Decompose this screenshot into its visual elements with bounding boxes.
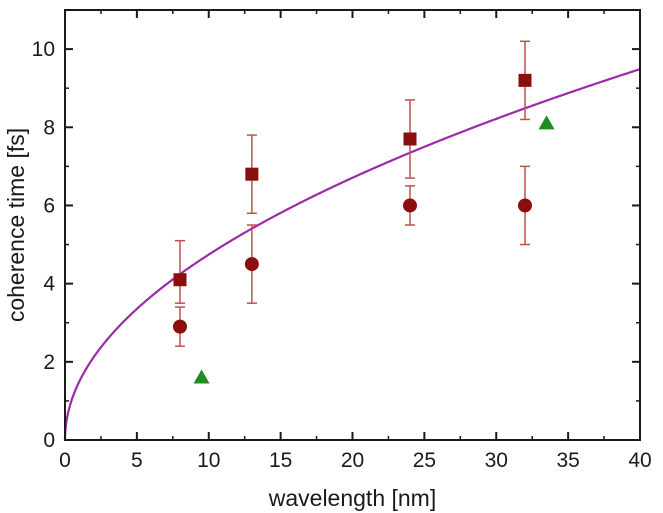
fit-curve	[63, 68, 641, 440]
circle-marker	[403, 198, 417, 213]
square-marker	[245, 167, 259, 181]
x-axis-title: wavelength [nm]	[268, 485, 436, 511]
x-tick-label: 40	[628, 449, 651, 472]
y-tick-label: 2	[43, 351, 55, 374]
triangle-marker	[538, 115, 555, 130]
x-tick-label: 20	[341, 449, 364, 472]
triangle-marker	[193, 369, 210, 384]
x-tick-label: 5	[131, 449, 143, 472]
x-tick-label: 10	[197, 449, 220, 472]
y-tick-label: 10	[32, 38, 55, 61]
plot-frame	[64, 9, 641, 441]
x-tick-label: 25	[413, 449, 436, 472]
circle-marker	[518, 198, 532, 213]
square-marker	[173, 273, 187, 287]
square-marker	[403, 132, 417, 146]
y-tick-label: 0	[43, 429, 55, 452]
data-points-layer	[173, 40, 555, 384]
fit-curve-layer	[63, 68, 641, 440]
y-tick-label: 6	[43, 194, 55, 217]
square-marker	[518, 73, 532, 87]
y-tick-label: 4	[43, 273, 55, 296]
y-axis-title: coherence time [fs]	[3, 128, 29, 322]
x-tick-label: 30	[485, 449, 508, 472]
circle-marker	[244, 257, 259, 272]
ticks-layer: 0 5 10 15 20 25 30 35 40 0 2 4 6 8 10	[32, 9, 652, 472]
x-tick-label: 15	[269, 449, 292, 472]
x-tick-label: 35	[556, 449, 579, 472]
x-tick-label: 0	[59, 449, 71, 472]
circle-marker	[173, 319, 187, 334]
y-tick-label: 8	[43, 116, 55, 139]
